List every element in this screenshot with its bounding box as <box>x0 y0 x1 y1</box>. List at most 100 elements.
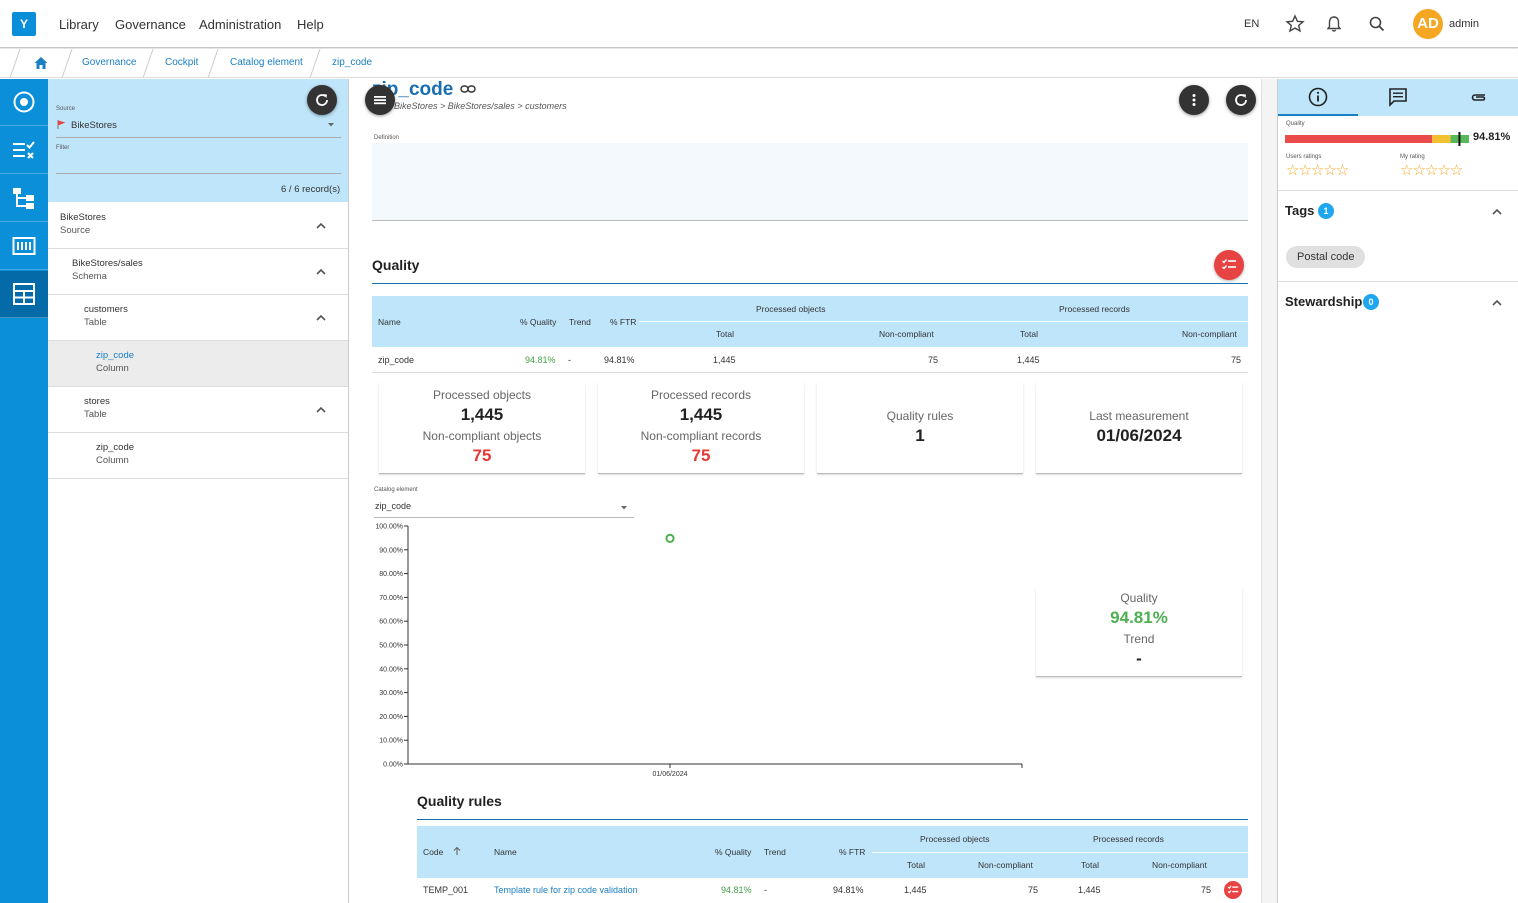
right-tabs <box>1278 79 1518 116</box>
source-select[interactable]: BikeStores <box>71 120 117 131</box>
row-name: zip_code <box>378 355 415 365</box>
kpi-value: 1,445 <box>460 405 504 424</box>
y-tick-label: 0.00% <box>383 762 403 769</box>
menu-icon <box>374 96 386 105</box>
nav-library[interactable]: Library <box>59 17 99 32</box>
rail-tables[interactable] <box>0 223 48 270</box>
search-icon[interactable] <box>1367 14 1387 34</box>
col-quality[interactable]: % Quality <box>520 317 557 327</box>
rail-lineage[interactable] <box>0 175 48 222</box>
link-icon[interactable] <box>460 83 476 95</box>
sort-ascending-icon[interactable] <box>452 846 462 856</box>
my-rating-stars[interactable]: ☆☆☆☆☆ <box>1400 162 1463 179</box>
col-code[interactable]: Code <box>423 847 444 857</box>
col-rec-non-compliant[interactable]: Non-compliant <box>1182 329 1237 339</box>
rail-dashboard[interactable] <box>0 79 48 126</box>
col-obj-total[interactable]: Total <box>907 860 925 870</box>
rule-trend: - <box>764 885 767 895</box>
tree-row-table[interactable]: stores Table <box>48 387 348 433</box>
divider <box>1278 190 1518 191</box>
rule-name-link[interactable]: Template rule for zip code validation <box>494 885 638 895</box>
chevron-up-icon[interactable] <box>1490 296 1504 310</box>
col-trend[interactable]: Trend <box>569 317 591 327</box>
tab-attachments[interactable] <box>1438 79 1518 116</box>
table-row[interactable]: zip_code 94.81% - 94.81% 1,445 75 1,445 … <box>372 347 1248 373</box>
col-trend[interactable]: Trend <box>764 847 786 857</box>
tag-chip[interactable]: Postal code <box>1286 246 1366 268</box>
row-rec-nc: 75 <box>1231 355 1242 365</box>
y-tick-label: 40.00% <box>379 666 403 673</box>
col-rec-total[interactable]: Total <box>1081 860 1099 870</box>
breadcrumb-cockpit[interactable]: Cockpit <box>165 57 199 68</box>
col-ftr[interactable]: % FTR <box>839 847 866 857</box>
quality-rules-divider <box>417 819 1248 820</box>
quality-bar-marker <box>1458 132 1461 146</box>
stewardship-title: Stewardship <box>1285 294 1363 309</box>
tree-row-table[interactable]: customers Table <box>48 295 348 341</box>
tree-row-column[interactable]: zip_code Column <box>48 433 348 479</box>
col-quality[interactable]: % Quality <box>715 847 752 857</box>
col-rec-non-compliant[interactable]: Non-compliant <box>1152 860 1207 870</box>
tree-row-schema[interactable]: BikeStores/sales Schema <box>48 249 348 295</box>
nav-administration[interactable]: Administration <box>199 17 282 32</box>
tree-item-name: zip_code <box>96 442 135 453</box>
breadcrumb-governance[interactable]: Governance <box>82 57 137 68</box>
kpi-card-objects: Processed objects 1,445 Non-compliant ob… <box>379 382 585 474</box>
app-logo[interactable]: Y <box>12 12 36 36</box>
main-scrollbar[interactable] <box>1261 79 1277 903</box>
col-rec-total[interactable]: Total <box>1020 329 1038 339</box>
tab-comments[interactable] <box>1358 79 1438 116</box>
more-options-button[interactable] <box>1179 85 1209 115</box>
breadcrumb-catalog-element[interactable]: Catalog element <box>230 57 303 68</box>
rail-cockpit[interactable] <box>0 271 48 318</box>
chevron-down-icon[interactable] <box>327 122 335 128</box>
rail-rules[interactable] <box>0 127 48 174</box>
rule-details-button[interactable] <box>1224 881 1242 899</box>
col-name[interactable]: Name <box>378 317 401 327</box>
quality-rules-button[interactable] <box>1214 250 1244 280</box>
home-icon[interactable] <box>33 55 49 71</box>
chevron-up-icon[interactable] <box>314 265 328 279</box>
kpi-label: Processed objects <box>432 388 532 402</box>
chevron-up-icon[interactable] <box>314 219 328 233</box>
nav-help[interactable]: Help <box>297 17 324 32</box>
col-ftr[interactable]: % FTR <box>610 317 637 327</box>
breadcrumb-separator <box>9 49 21 78</box>
tree-row-column-selected[interactable]: zip_code Column <box>48 341 348 387</box>
rule-quality: 94.81% <box>721 885 752 895</box>
users-rating-stars: ☆☆☆☆☆ <box>1286 162 1349 179</box>
bell-icon[interactable] <box>1324 14 1344 34</box>
quality-bar <box>1285 132 1469 146</box>
star-icon[interactable] <box>1285 14 1305 34</box>
quality-section-title: Quality <box>372 257 420 273</box>
language-selector[interactable]: EN <box>1244 18 1260 30</box>
chevron-up-icon[interactable] <box>314 311 328 325</box>
tree-item-type: Column <box>96 455 129 466</box>
tree-item-type: Table <box>84 409 107 420</box>
chevron-up-icon[interactable] <box>314 403 328 417</box>
menu-button[interactable] <box>365 85 395 115</box>
col-obj-non-compliant[interactable]: Non-compliant <box>879 329 934 339</box>
username[interactable]: admin <box>1449 18 1479 30</box>
refresh-tree-button[interactable] <box>307 85 337 115</box>
definition-field[interactable] <box>372 143 1248 221</box>
filter-input[interactable] <box>56 173 341 174</box>
y-tick-label: 70.00% <box>379 595 403 602</box>
quality-percent: 94.81% <box>1473 131 1511 143</box>
breadcrumb-zip-code[interactable]: zip_code <box>332 57 373 68</box>
refresh-button[interactable] <box>1226 85 1256 115</box>
tree-row-source[interactable]: BikeStores Source <box>48 203 348 249</box>
quality-trend-card: Quality 94.81% Trend - <box>1036 587 1242 677</box>
col-name[interactable]: Name <box>494 847 517 857</box>
quality-label: Quality <box>1286 121 1305 127</box>
flag-icon <box>57 120 66 129</box>
col-obj-non-compliant[interactable]: Non-compliant <box>978 860 1033 870</box>
col-obj-total[interactable]: Total <box>716 329 734 339</box>
catalog-element-select[interactable]: zip_code <box>374 497 634 518</box>
avatar[interactable]: AD <box>1413 9 1443 39</box>
tab-info[interactable] <box>1278 79 1358 116</box>
table-row[interactable]: TEMP_001 Template rule for zip code vali… <box>417 878 1248 903</box>
record-count: 6 / 6 record(s) <box>281 184 341 195</box>
chevron-up-icon[interactable] <box>1490 205 1504 219</box>
nav-governance[interactable]: Governance <box>115 17 186 32</box>
